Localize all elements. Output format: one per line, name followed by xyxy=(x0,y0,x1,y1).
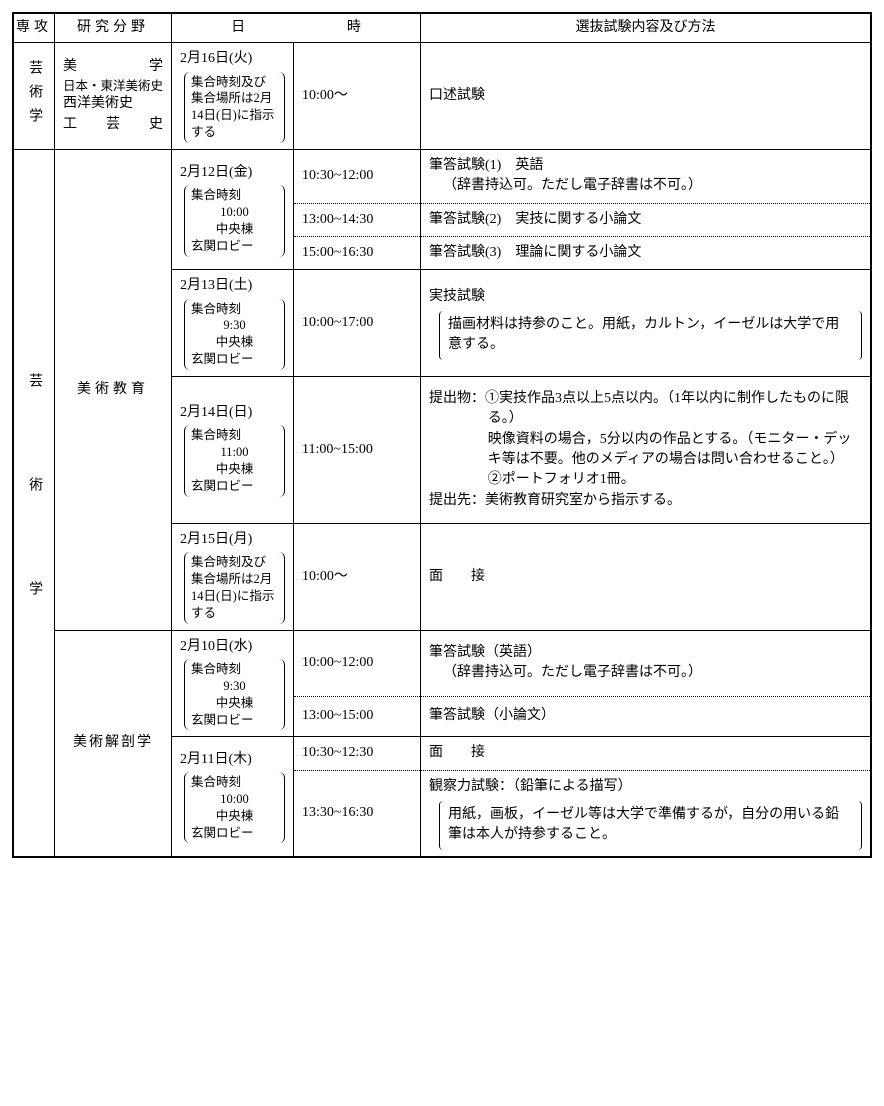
date-note: 集合時刻及び集合場所は2月14日(日)に指示する xyxy=(184,72,285,144)
field-line: 美 学 xyxy=(63,57,163,77)
table-row: 美術解剖学 2月10日(水) 集合時刻9:30中央棟玄関ロビー 10:00~12… xyxy=(13,630,871,696)
content-cell: 筆答試験（小論文） xyxy=(421,696,872,737)
field-cell-edu: 美術教育 xyxy=(55,150,172,631)
time-cell: 10:00~17:00 xyxy=(294,270,421,377)
content-cell: 筆答試験（英語） （辞書持込可。ただし電子辞書は不可。） xyxy=(421,630,872,696)
date-cell: 2月11日(木) 集合時刻10:00中央棟玄関ロビー xyxy=(172,737,294,857)
hdr-field: 研究分野 xyxy=(55,13,172,43)
hdr-major: 専攻 xyxy=(13,13,55,43)
time-cell: 10:00～ xyxy=(294,43,421,150)
date-cell: 2月10日(水) 集合時刻9:30中央棟玄関ロビー xyxy=(172,630,294,737)
time-cell: 10:30~12:30 xyxy=(294,737,421,770)
date-line: 2月16日(火) xyxy=(180,49,285,69)
major-cell-1: 芸術学 xyxy=(13,43,55,150)
content-line: 実技試験 xyxy=(429,287,862,307)
date-line: 2月10日(水) xyxy=(180,637,285,657)
content-line: 筆答試験(1) 英語 xyxy=(429,156,862,176)
date-cell: 2月16日(火) 集合時刻及び集合場所は2月14日(日)に指示する xyxy=(172,43,294,150)
hdr-time: 時 xyxy=(298,18,410,38)
date-note: 集合時刻11:00中央棟玄関ロビー xyxy=(184,425,285,497)
content-line: （辞書持込可。ただし電子辞書は不可。） xyxy=(429,663,862,683)
date-line: 2月11日(木) xyxy=(180,750,285,770)
date-line: 2月14日(日) xyxy=(180,403,285,423)
content-line: （辞書持込可。ただし電子辞書は不可。） xyxy=(429,176,862,196)
header-row: 専攻 研究分野 日 時 選抜試験内容及び方法 xyxy=(13,13,871,43)
date-line: 2月12日(金) xyxy=(180,163,285,183)
time-cell: 13:30~16:30 xyxy=(294,770,421,856)
content-line: 映像資料の場合，5分以内の作品とする。（モニター・デッキ等は不要。他のメディアの… xyxy=(429,430,862,471)
time-cell: 10:00～ xyxy=(294,523,421,630)
content-line: 観察力試験：（鉛筆による描写） xyxy=(429,777,862,797)
time-cell: 10:00~12:00 xyxy=(294,630,421,696)
content-cell: 提出物：①実技作品3点以上5点以内。（1年以内に制作したものに限る。） 映像資料… xyxy=(421,377,872,524)
date-line: 2月15日(月) xyxy=(180,530,285,550)
field-line: 西洋美術史 xyxy=(63,94,163,114)
content-cell: 面 接 xyxy=(421,523,872,630)
content-cell: 筆答試験(1) 英語 （辞書持込可。ただし電子辞書は不可。） xyxy=(421,150,872,204)
date-note: 集合時刻9:30中央棟玄関ロビー xyxy=(184,299,285,371)
time-cell: 10:30~12:00 xyxy=(294,150,421,204)
time-cell: 13:00~15:00 xyxy=(294,696,421,737)
date-cell: 2月14日(日) 集合時刻11:00中央棟玄関ロビー xyxy=(172,377,294,524)
content-note: 用紙，画板，イーゼル等は大学で準備するが，自分の用いる鉛筆は本人が持参すること。 xyxy=(439,801,862,850)
date-note: 集合時刻10:00中央棟玄関ロビー xyxy=(184,185,285,257)
content-cell: 実技試験 描画材料は持参のこと。用紙，カルトン，イーゼルは大学で用意する。 xyxy=(421,270,872,377)
date-note: 集合時刻9:30中央棟玄関ロビー xyxy=(184,659,285,731)
time-cell: 13:00~14:30 xyxy=(294,203,421,236)
time-cell: 11:00~15:00 xyxy=(294,377,421,524)
date-cell: 2月15日(月) 集合時刻及び集合場所は2月14日(日)に指示する xyxy=(172,523,294,630)
content-note: 描画材料は持参のこと。用紙，カルトン，イーゼルは大学で用意する。 xyxy=(439,311,862,360)
hdr-content: 選抜試験内容及び方法 xyxy=(421,13,872,43)
field-line: 工 芸 史 xyxy=(63,115,163,135)
table-row: 芸 術 学 美術教育 2月12日(金) 集合時刻10:00中央棟玄関ロビー 10… xyxy=(13,150,871,204)
content-line: 提出先：美術教育研究室から指示する。 xyxy=(429,491,862,511)
exam-schedule-table: 専攻 研究分野 日 時 選抜試験内容及び方法 芸術学 美 学 日本・東洋美術史 … xyxy=(12,12,872,858)
date-note: 集合時刻及び集合場所は2月14日(日)に指示する xyxy=(184,552,285,624)
content-line: ②ポートフォリオ1冊。 xyxy=(429,470,862,490)
content-cell: 観察力試験：（鉛筆による描写） 用紙，画板，イーゼル等は大学で準備するが，自分の… xyxy=(421,770,872,856)
content-cell: 筆答試験(3) 理論に関する小論文 xyxy=(421,236,872,269)
content-cell: 筆答試験(2) 実技に関する小論文 xyxy=(421,203,872,236)
field-cell-anatomy: 美術解剖学 xyxy=(55,630,172,856)
date-line: 2月13日(土) xyxy=(180,276,285,296)
date-note: 集合時刻10:00中央棟玄関ロビー xyxy=(184,772,285,844)
hdr-datetime: 日 時 xyxy=(172,13,421,43)
date-cell: 2月12日(金) 集合時刻10:00中央棟玄関ロビー xyxy=(172,150,294,270)
major-cell-2: 芸 術 学 xyxy=(13,150,55,857)
content-cell: 口述試験 xyxy=(421,43,872,150)
field-line: 日本・東洋美術史 xyxy=(63,78,163,95)
content-line: 筆答試験（英語） xyxy=(429,643,862,663)
table-row: 芸術学 美 学 日本・東洋美術史 西洋美術史 工 芸 史 2月16日(火) 集合… xyxy=(13,43,871,150)
hdr-date: 日 xyxy=(182,18,294,38)
content-line: 提出物：①実技作品3点以上5点以内。（1年以内に制作したものに限る。） xyxy=(429,389,862,430)
date-cell: 2月13日(土) 集合時刻9:30中央棟玄関ロビー xyxy=(172,270,294,377)
time-cell: 15:00~16:30 xyxy=(294,236,421,269)
content-cell: 面 接 xyxy=(421,737,872,770)
field-cell-1: 美 学 日本・東洋美術史 西洋美術史 工 芸 史 xyxy=(55,43,172,150)
